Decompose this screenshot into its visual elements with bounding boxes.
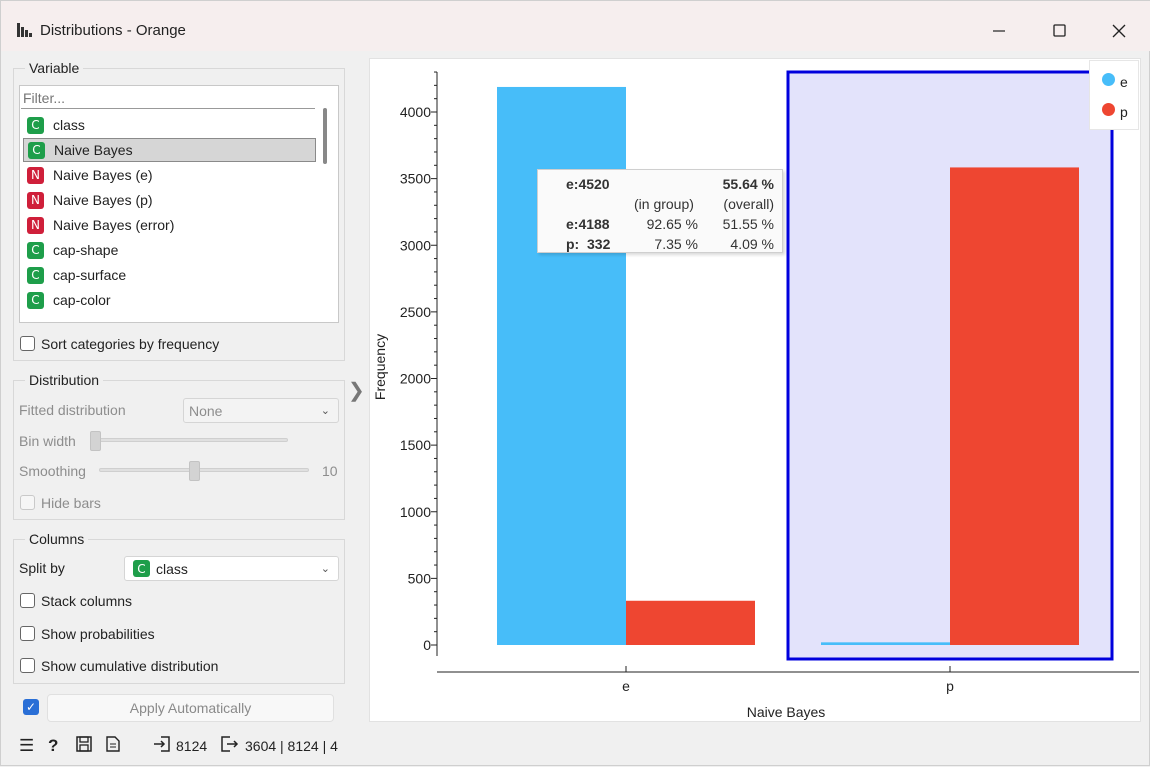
smoothing-label: Smoothing [19, 463, 86, 479]
tooltip-row-label: p: 332 [566, 236, 611, 252]
bin-width-slider[interactable] [91, 438, 288, 442]
bin-width-label: Bin width [19, 433, 76, 449]
bin-width-slider-handle[interactable] [90, 431, 101, 451]
chart-legend: e p [1089, 60, 1139, 130]
tooltip-in-group-heading: (in group) [634, 196, 694, 212]
maximize-button[interactable] [1037, 13, 1083, 49]
variable-list-item-label: Naive Bayes [54, 142, 133, 158]
legend-label-p: p [1120, 104, 1128, 120]
tooltip-header-percent: 55.64 % [722, 176, 774, 192]
smoothing-slider-handle[interactable] [188, 461, 200, 481]
variable-list-item[interactable]: C Naive Bayes [23, 138, 316, 162]
variable-list-item-label: cap-surface [53, 267, 127, 283]
variable-group-title: Variable [25, 60, 84, 76]
categorical-type-icon: C [27, 266, 44, 284]
columns-group-title: Columns [25, 531, 89, 547]
orange-distribution-icon [17, 23, 33, 37]
apply-automatically-button[interactable]: Apply Automatically [47, 694, 334, 722]
plot-area[interactable] [369, 58, 1141, 722]
stack-columns-label: Stack columns [41, 593, 133, 609]
collapse-panel-icon[interactable]: ❯ [348, 380, 365, 402]
tooltip-row-group: 92.65 % [646, 216, 698, 232]
variable-list-item-label: Naive Bayes (error) [53, 217, 175, 233]
save-icon[interactable] [76, 736, 92, 757]
input-count: 8124 [176, 738, 208, 754]
tooltip-header-count: e:4520 [566, 176, 610, 192]
show-cumulative-checkbox[interactable] [20, 658, 35, 673]
output-summary: 3604 | 8124 | 4 [245, 738, 338, 754]
show-probabilities-label: Show probabilities [41, 626, 155, 642]
status-bar [1, 731, 1150, 767]
show-cumulative-label: Show cumulative distribution [41, 658, 219, 674]
variable-list-item-label: cap-shape [53, 242, 119, 258]
variable-list-item[interactable]: N Naive Bayes (e) [23, 163, 316, 187]
variable-list-scrollbar[interactable] [323, 108, 327, 164]
fitted-distribution-select[interactable]: None ⌄ [183, 398, 339, 423]
apply-automatically-checkbox[interactable]: ✓ [23, 699, 39, 715]
stack-columns-checkbox[interactable] [20, 593, 35, 608]
variable-list-item-label: class [53, 117, 85, 133]
distribution-group-title: Distribution [25, 372, 104, 388]
variable-list-item[interactable]: N Naive Bayes (error) [23, 213, 316, 237]
help-icon[interactable]: ? [48, 736, 59, 755]
variable-list-item-label: Naive Bayes (p) [53, 192, 153, 208]
minimize-icon [993, 30, 1005, 32]
categorical-type-icon: C [27, 291, 44, 309]
numeric-type-icon: N [27, 191, 44, 209]
split-by-select[interactable]: C class ⌄ [124, 556, 339, 581]
categorical-type-icon: C [28, 141, 45, 159]
categorical-type-icon: C [133, 560, 150, 577]
split-by-value: class [156, 560, 188, 577]
input-data-icon [153, 736, 171, 757]
legend-label-e: e [1120, 74, 1128, 90]
output-data-icon [221, 736, 239, 757]
categorical-type-icon: C [27, 116, 44, 134]
filter-input[interactable] [21, 87, 315, 109]
tooltip-row-group: 7.35 % [654, 236, 698, 252]
smoothing-slider[interactable] [99, 468, 309, 472]
maximize-icon [1053, 24, 1066, 37]
variable-list-item[interactable]: N Naive Bayes (p) [23, 188, 316, 212]
close-button[interactable] [1096, 13, 1142, 49]
fitted-distribution-value: None [189, 402, 223, 419]
menu-icon[interactable]: ☰ [19, 736, 35, 755]
fitted-distribution-label: Fitted distribution [19, 402, 126, 418]
categorical-type-icon: C [27, 241, 44, 259]
tooltip-overall-heading: (overall) [723, 196, 774, 212]
bar-tooltip: e:4520 55.64 % (in group) (overall) e:41… [537, 169, 783, 253]
show-probabilities-checkbox[interactable] [20, 626, 35, 641]
window-title: Distributions - Orange [40, 22, 186, 39]
sort-categories-checkbox[interactable] [20, 336, 35, 351]
hide-bars-label: Hide bars [41, 495, 101, 511]
sort-categories-label: Sort categories by frequency [41, 336, 220, 352]
legend-swatch-e [1102, 73, 1115, 86]
split-by-label: Split by [19, 560, 65, 576]
smoothing-value: 10 [322, 463, 338, 479]
variable-list-item-label: cap-color [53, 292, 111, 308]
variable-list-item-label: Naive Bayes (e) [53, 167, 153, 183]
hide-bars-checkbox[interactable] [20, 495, 35, 510]
tooltip-row-overall: 4.09 % [730, 236, 774, 252]
numeric-type-icon: N [27, 216, 44, 234]
close-icon [1112, 24, 1126, 38]
title-bar: Distributions - Orange [1, 1, 1150, 51]
report-icon[interactable] [106, 736, 120, 757]
tooltip-row-label: e:4188 [566, 216, 610, 232]
legend-swatch-p [1102, 103, 1115, 116]
chevron-down-icon: ⌄ [320, 563, 330, 575]
tooltip-row-overall: 51.55 % [722, 216, 774, 232]
chevron-down-icon: ⌄ [320, 405, 330, 417]
numeric-type-icon: N [27, 166, 44, 184]
minimize-button[interactable] [976, 13, 1022, 49]
